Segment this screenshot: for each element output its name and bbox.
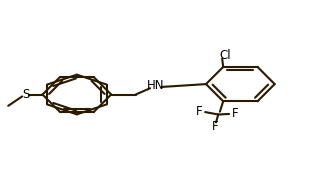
Text: F: F xyxy=(196,105,203,118)
Text: F: F xyxy=(232,107,239,120)
Text: HN: HN xyxy=(147,80,165,92)
Text: S: S xyxy=(22,88,29,101)
Text: Cl: Cl xyxy=(219,49,231,62)
Text: F: F xyxy=(212,120,218,133)
